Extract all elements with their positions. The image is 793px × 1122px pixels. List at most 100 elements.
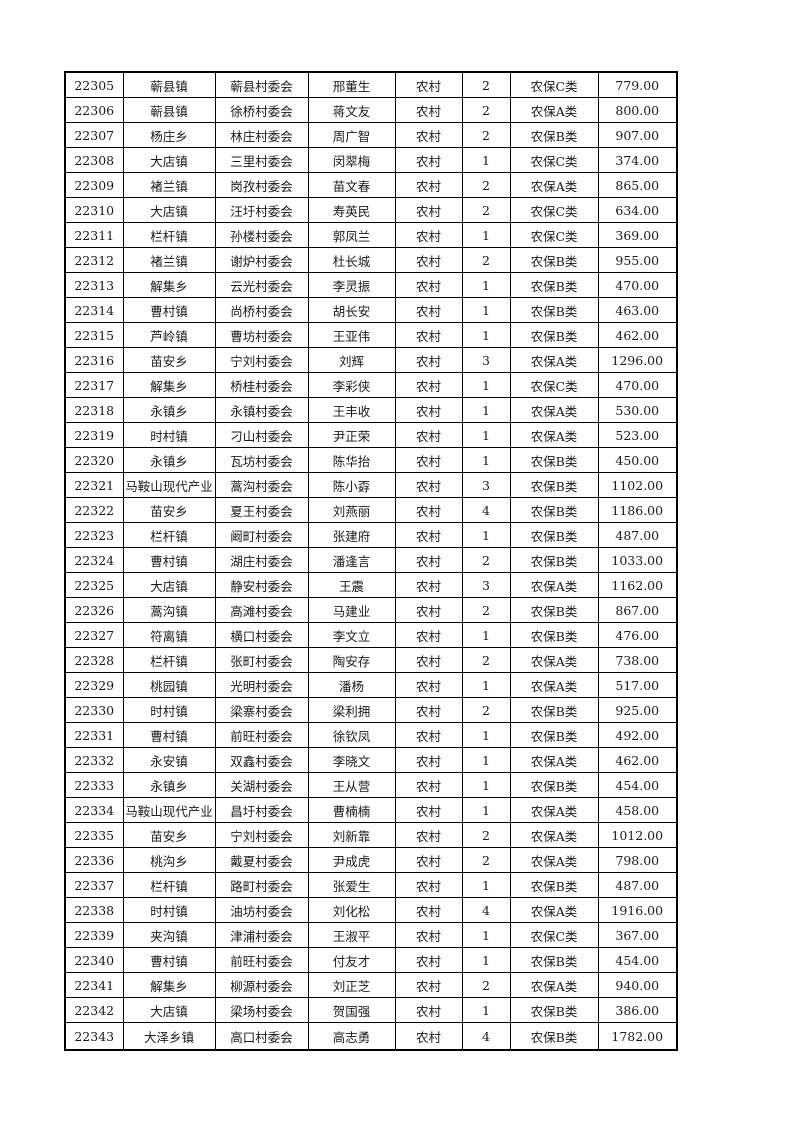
cell-insurance_class: 农保B类 xyxy=(509,872,599,898)
cell-residence_type: 农村 xyxy=(394,147,463,173)
cell-id: 22325 xyxy=(64,572,124,598)
cell-village_committee: 曹坊村委会 xyxy=(214,322,309,348)
cell-id: 22308 xyxy=(64,147,124,173)
cell-residence_type: 农村 xyxy=(394,847,463,873)
cell-amount: 1102.00 xyxy=(597,472,678,498)
cell-amount: 779.00 xyxy=(597,71,678,98)
cell-town: 曹村镇 xyxy=(122,947,216,973)
cell-town: 时村镇 xyxy=(122,697,216,723)
cell-person_name: 杜长城 xyxy=(307,247,396,273)
cell-amount: 738.00 xyxy=(597,647,678,673)
cell-residence_type: 农村 xyxy=(394,872,463,898)
cell-person_name: 王从营 xyxy=(307,772,396,798)
cell-village_committee: 路町村委会 xyxy=(214,872,309,898)
cell-insurance_class: 农保C类 xyxy=(509,222,599,248)
cell-village_committee: 湖庄村委会 xyxy=(214,547,309,573)
cell-town: 马鞍山现代产业 xyxy=(122,797,216,823)
cell-person_name: 王震 xyxy=(307,572,396,598)
cell-person_name: 徐钦凤 xyxy=(307,722,396,748)
table-row: 22331 曹村镇 前旺村委会 徐钦凤 农村 1 农保B类 492.00 xyxy=(64,722,678,748)
cell-village_committee: 前旺村委会 xyxy=(214,947,309,973)
cell-insurance_class: 农保C类 xyxy=(509,71,599,98)
table-row: 22328 栏杆镇 张町村委会 陶安存 农村 2 农保A类 738.00 xyxy=(64,647,678,673)
cell-id: 22321 xyxy=(64,472,124,498)
cell-town: 蒿沟镇 xyxy=(122,597,216,623)
cell-amount: 1296.00 xyxy=(597,347,678,373)
cell-id: 22309 xyxy=(64,172,124,198)
cell-residence_type: 农村 xyxy=(394,997,463,1023)
cell-insurance_class: 农保A类 xyxy=(509,172,599,198)
cell-residence_type: 农村 xyxy=(394,372,463,398)
cell-town: 桃园镇 xyxy=(122,672,216,698)
cell-id: 22315 xyxy=(64,322,124,348)
cell-amount: 374.00 xyxy=(597,147,678,173)
cell-village_committee: 云光村委会 xyxy=(214,272,309,298)
cell-town: 芦岭镇 xyxy=(122,322,216,348)
cell-town: 大店镇 xyxy=(122,197,216,223)
table-row: 22315 芦岭镇 曹坊村委会 王亚伟 农村 1 农保B类 462.00 xyxy=(64,322,678,348)
cell-person_count: 1 xyxy=(461,447,511,473)
cell-person_count: 1 xyxy=(461,622,511,648)
cell-person_count: 1 xyxy=(461,397,511,423)
cell-person_count: 1 xyxy=(461,772,511,798)
cell-amount: 1916.00 xyxy=(597,897,678,923)
cell-person_count: 1 xyxy=(461,422,511,448)
cell-amount: 463.00 xyxy=(597,297,678,323)
cell-village_committee: 静安村委会 xyxy=(214,572,309,598)
cell-person_name: 闵翠梅 xyxy=(307,147,396,173)
cell-person_count: 1 xyxy=(461,947,511,973)
cell-residence_type: 农村 xyxy=(394,597,463,623)
table-row: 22311 栏杆镇 孙楼村委会 郭凤兰 农村 1 农保C类 369.00 xyxy=(64,222,678,248)
cell-person_count: 2 xyxy=(461,172,511,198)
cell-amount: 470.00 xyxy=(597,272,678,298)
cell-id: 22327 xyxy=(64,622,124,648)
cell-insurance_class: 农保B类 xyxy=(509,297,599,323)
cell-id: 22332 xyxy=(64,747,124,773)
cell-person_count: 2 xyxy=(461,122,511,148)
table-row: 22329 桃园镇 光明村委会 潘杨 农村 1 农保A类 517.00 xyxy=(64,672,678,698)
cell-person_name: 蒋文友 xyxy=(307,97,396,123)
cell-town: 桃沟乡 xyxy=(122,847,216,873)
cell-amount: 458.00 xyxy=(597,797,678,823)
cell-residence_type: 农村 xyxy=(394,672,463,698)
cell-town: 曹村镇 xyxy=(122,297,216,323)
cell-town: 符离镇 xyxy=(122,622,216,648)
cell-insurance_class: 农保B类 xyxy=(509,997,599,1023)
cell-village_committee: 桥桂村委会 xyxy=(214,372,309,398)
cell-insurance_class: 农保B类 xyxy=(509,622,599,648)
cell-person_name: 张爱生 xyxy=(307,872,396,898)
table-row: 22322 苗安乡 夏王村委会 刘燕丽 农村 4 农保B类 1186.00 xyxy=(64,497,678,523)
cell-person_name: 付友才 xyxy=(307,947,396,973)
cell-village_committee: 阚町村委会 xyxy=(214,522,309,548)
cell-insurance_class: 农保B类 xyxy=(509,947,599,973)
cell-residence_type: 农村 xyxy=(394,722,463,748)
cell-amount: 925.00 xyxy=(597,697,678,723)
cell-village_committee: 油坊村委会 xyxy=(214,897,309,923)
cell-residence_type: 农村 xyxy=(394,697,463,723)
cell-insurance_class: 农保B类 xyxy=(509,447,599,473)
cell-person_name: 李晓文 xyxy=(307,747,396,773)
cell-person_name: 刘辉 xyxy=(307,347,396,373)
cell-insurance_class: 农保C类 xyxy=(509,922,599,948)
cell-person_name: 陈小孬 xyxy=(307,472,396,498)
table-row: 22324 曹村镇 湖庄村委会 潘逢言 农村 2 农保B类 1033.00 xyxy=(64,547,678,573)
cell-person_count: 1 xyxy=(461,672,511,698)
cell-insurance_class: 农保A类 xyxy=(509,897,599,923)
table-row: 22309 褚兰镇 岗孜村委会 苗文春 农村 2 农保A类 865.00 xyxy=(64,172,678,198)
cell-residence_type: 农村 xyxy=(394,797,463,823)
cell-village_committee: 高滩村委会 xyxy=(214,597,309,623)
cell-town: 褚兰镇 xyxy=(122,247,216,273)
cell-person_name: 贺国强 xyxy=(307,997,396,1023)
cell-village_committee: 岗孜村委会 xyxy=(214,172,309,198)
table-row: 22342 大店镇 梁场村委会 贺国强 农村 1 农保B类 386.00 xyxy=(64,997,678,1023)
cell-village_committee: 宁刘村委会 xyxy=(214,347,309,373)
cell-amount: 1012.00 xyxy=(597,822,678,848)
cell-person_count: 2 xyxy=(461,847,511,873)
cell-person_count: 2 xyxy=(461,822,511,848)
cell-person_count: 2 xyxy=(461,972,511,998)
cell-town: 时村镇 xyxy=(122,897,216,923)
cell-person_count: 1 xyxy=(461,297,511,323)
cell-amount: 487.00 xyxy=(597,872,678,898)
cell-person_count: 1 xyxy=(461,147,511,173)
table-row: 22310 大店镇 汪圩村委会 寿英民 农村 2 农保C类 634.00 xyxy=(64,197,678,223)
